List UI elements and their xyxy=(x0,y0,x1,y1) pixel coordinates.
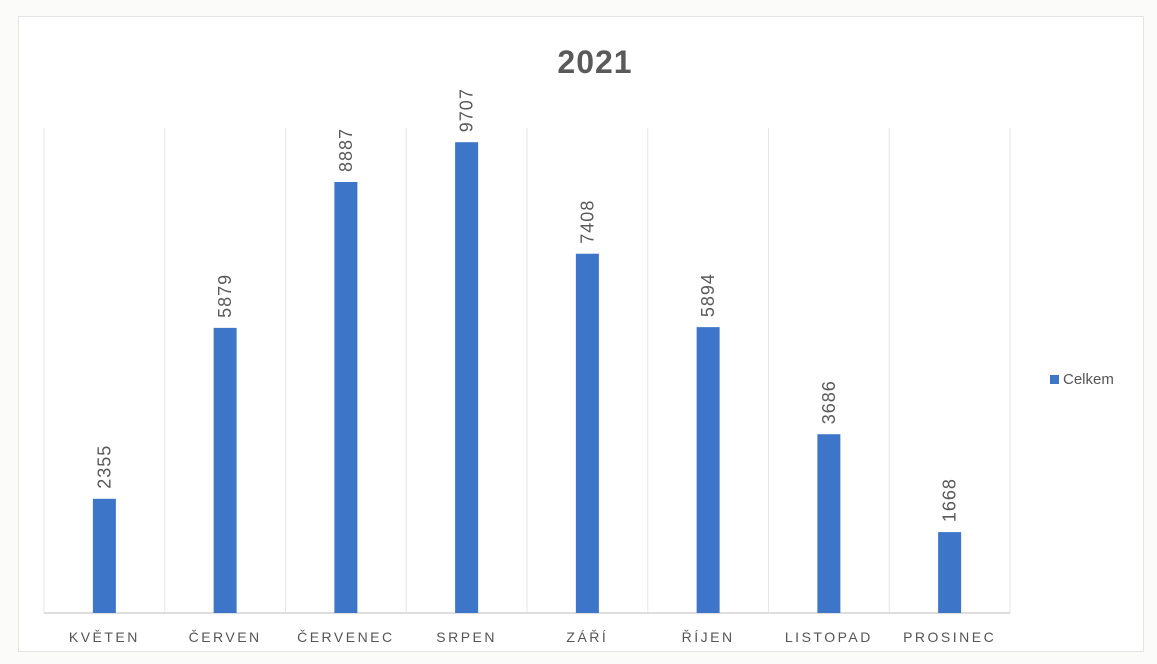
data-label: 9707 xyxy=(457,88,477,132)
legend-label: Celkem xyxy=(1063,371,1114,388)
category-label: ZÁŘÍ xyxy=(566,629,608,645)
bar xyxy=(938,532,962,613)
data-label: 5894 xyxy=(698,273,718,317)
bar xyxy=(575,253,599,613)
legend-swatch xyxy=(1050,375,1059,384)
category-label: ŘÍJEN xyxy=(682,629,735,645)
data-label: 2355 xyxy=(94,445,114,489)
bars xyxy=(92,142,962,613)
category-label: LISTOPAD xyxy=(785,629,873,645)
bar xyxy=(213,327,237,613)
category-label: SRPEN xyxy=(436,629,497,645)
bar xyxy=(334,181,358,613)
gridlines xyxy=(43,128,1011,614)
bar xyxy=(455,142,479,613)
data-label: 8887 xyxy=(336,128,356,172)
data-label: 3686 xyxy=(819,380,839,424)
chart-title: 2021 xyxy=(557,44,632,80)
category-label: PROSINEC xyxy=(903,629,996,645)
data-label: 5879 xyxy=(215,274,235,318)
data-label: 1668 xyxy=(940,478,960,522)
legend: Celkem xyxy=(1050,371,1114,388)
category-label: ČERVENEC xyxy=(297,629,395,645)
bar xyxy=(92,498,116,613)
category-label: ČERVEN xyxy=(189,629,262,645)
data-label: 7408 xyxy=(577,200,597,244)
bar xyxy=(817,434,841,613)
category-labels: KVĚTEN ČERVEN ČERVENEC SRPEN ZÁŘÍ ŘÍJEN LISTOP… xyxy=(69,629,996,645)
data-labels: 2355 5879 8887 9707 7408 5894 3686 1668 xyxy=(94,88,959,522)
category-label: KVĚTEN xyxy=(69,629,140,645)
bar xyxy=(696,327,720,613)
